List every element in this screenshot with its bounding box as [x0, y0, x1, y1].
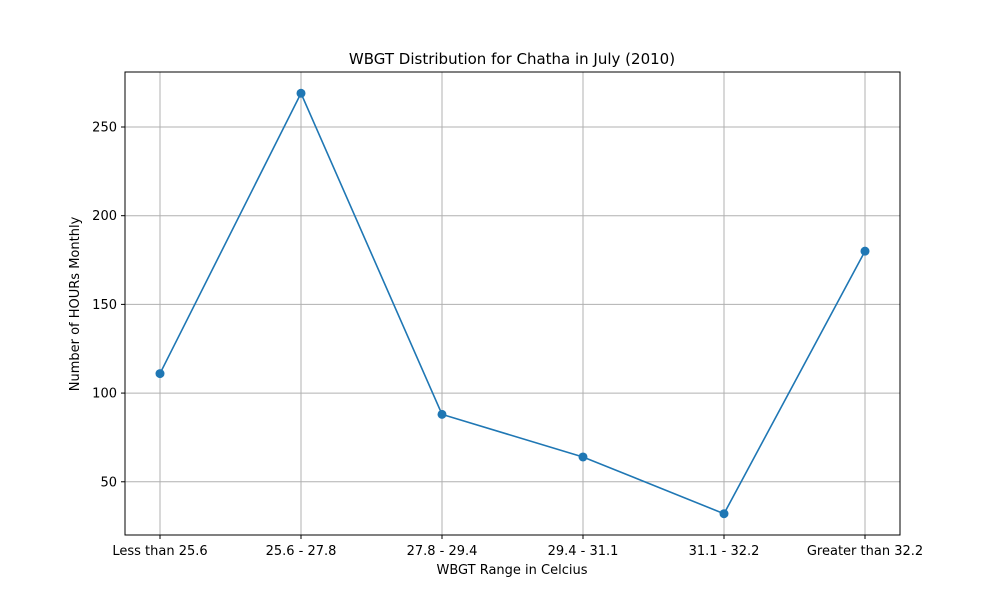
plot-frame — [124, 71, 901, 536]
data-point — [719, 509, 729, 519]
data-point — [296, 88, 306, 98]
y-tick-label: 150 — [92, 298, 117, 313]
x-tick-label: 25.6 - 27.8 — [266, 544, 337, 559]
y-tick-label: 250 — [92, 120, 117, 135]
grid-lines — [125, 72, 900, 535]
axis-ticks: Less than 25.6 25.6 - 27.8 27.8 - 29.4 29.4… — [92, 120, 923, 559]
data-series — [155, 88, 870, 519]
x-tick-label: Less than 25.6 — [112, 544, 207, 559]
y-tick-label: 100 — [92, 387, 117, 402]
x-tick-label: 31.1 - 32.2 — [689, 544, 760, 559]
data-point — [578, 452, 588, 462]
y-axis-label: Number of HOURs Monthly — [68, 216, 83, 391]
chart-title: WBGT Distribution for Chatha in July (20… — [349, 50, 675, 68]
x-tick-label: 27.8 - 29.4 — [407, 544, 478, 559]
data-point — [155, 369, 165, 379]
x-tick-label: Greater than 32.2 — [807, 544, 923, 559]
x-axis-label: WBGT Range in Celcius — [436, 563, 587, 578]
y-tick-label: 200 — [92, 209, 117, 224]
data-point — [860, 246, 870, 256]
x-tick-label: 29.4 - 31.1 — [548, 544, 619, 559]
data-point — [437, 409, 447, 419]
y-tick-label: 50 — [100, 475, 117, 490]
series-line — [159, 91, 866, 515]
